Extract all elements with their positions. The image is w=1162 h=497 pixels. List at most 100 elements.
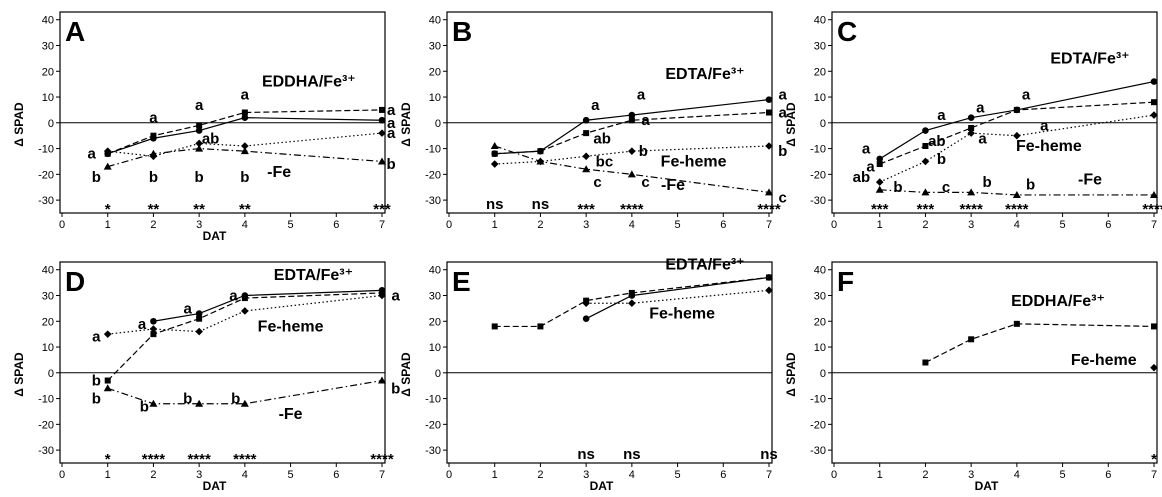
x-tick-label: 6 — [1105, 219, 1111, 231]
significance-marker: ns — [532, 196, 550, 213]
significance-marker: **** — [620, 201, 644, 218]
series-label: -Fe — [1078, 172, 1102, 189]
panel-b: -30 -20 -10 0 10 20 30 40 0 1 2 3 4 5 6 7 Δ SPAD B EDTA/Fe… — [399, 11, 788, 231]
panel-label: D — [65, 266, 85, 297]
series-1 — [491, 109, 772, 157]
panel-d: -30 -20 -10 0 10 20 30 40 0 1 2 3 4 5 6 7 DAT Δ SPAD D EDTA… — [12, 261, 401, 493]
significance-letter: ab — [928, 133, 946, 150]
data-point — [490, 160, 499, 168]
data-point — [628, 299, 636, 308]
x-tick-label: 0 — [59, 469, 65, 481]
x-tick-label: 6 — [333, 219, 339, 231]
data-point — [628, 117, 635, 124]
y-axis-label: Δ SPAD — [12, 102, 26, 147]
y-tick-label: 0 — [435, 368, 441, 380]
x-tick-label: 3 — [968, 469, 974, 481]
series-label: -Fe — [279, 406, 303, 423]
series-line — [925, 323, 1155, 364]
significance-marker: * — [1151, 451, 1157, 468]
significance-letter: b — [183, 391, 192, 408]
significance-letter: a — [1022, 86, 1031, 103]
data-point — [875, 178, 884, 186]
significance-marker: *** — [871, 201, 889, 218]
x-tick-label: 1 — [492, 469, 498, 481]
x-tick-label: 5 — [1060, 469, 1066, 481]
data-point — [765, 188, 773, 196]
data-point — [196, 122, 203, 129]
significance-letter: a — [637, 86, 646, 103]
series-line — [494, 99, 770, 155]
significance-marker: ns — [577, 446, 595, 463]
significance-letter: a — [1040, 117, 1049, 134]
data-point — [876, 155, 884, 163]
data-point — [150, 317, 157, 325]
x-tick-label: 2 — [150, 219, 156, 231]
series-3 — [490, 142, 773, 196]
y-tick-label: 30 — [814, 291, 826, 303]
y-tick-label: 10 — [814, 342, 826, 354]
data-point — [378, 116, 386, 124]
x-tick-label: 6 — [720, 219, 726, 231]
data-point — [765, 96, 773, 103]
significance-marker: **** — [757, 201, 781, 218]
data-point — [537, 148, 544, 155]
significance-letter: a — [978, 130, 987, 147]
significance-marker: *** — [917, 201, 935, 218]
data-point — [195, 310, 203, 317]
data-point — [103, 147, 112, 155]
significance-letter: a — [184, 300, 193, 317]
data-point — [149, 399, 158, 407]
y-axis-label: Δ SPAD — [399, 102, 413, 147]
series-label: EDTA/Fe³⁺ — [665, 66, 744, 83]
y-tick-label: 10 — [42, 342, 54, 354]
panel-label: C — [837, 16, 857, 47]
data-point — [1150, 363, 1158, 372]
x-axis-label: DAT — [590, 479, 614, 493]
significance-letter: a — [149, 110, 158, 127]
significance-letter: b — [92, 169, 101, 186]
series-line — [494, 276, 770, 328]
series-line — [586, 289, 770, 304]
y-tick-label: 40 — [814, 15, 826, 27]
series-label: EDTA/Fe³⁺ — [665, 257, 744, 274]
series-label: EDTA/Fe³⁺ — [1050, 51, 1129, 68]
x-axis-label: DAT — [975, 479, 999, 493]
data-point — [195, 144, 204, 152]
y-tick-label: 40 — [42, 15, 54, 27]
data-point — [536, 157, 545, 165]
significance-letter: a — [779, 86, 788, 103]
significance-marker: **** — [1142, 201, 1162, 218]
y-tick-label: 30 — [42, 291, 54, 303]
data-point — [537, 323, 544, 330]
y-tick-label: -30 — [425, 195, 441, 207]
x-tick-label: 1 — [105, 219, 111, 231]
data-point — [103, 162, 112, 170]
data-point — [765, 286, 773, 295]
x-axis-label: DAT — [203, 229, 227, 243]
y-tick-label: 0 — [48, 118, 54, 130]
significance-letter: a — [387, 102, 396, 119]
x-tick-label: 0 — [831, 469, 837, 481]
data-point — [241, 307, 249, 315]
data-point — [875, 185, 884, 193]
significance-marker: ** — [148, 201, 160, 218]
significance-letter: b — [231, 391, 240, 408]
data-point — [968, 124, 975, 131]
y-tick-label: 20 — [814, 316, 826, 328]
series-3 — [103, 144, 386, 170]
x-tick-label: 5 — [675, 469, 681, 481]
series-line — [494, 145, 770, 193]
data-point — [1012, 190, 1021, 198]
data-point — [195, 399, 204, 407]
x-tick-label: 5 — [288, 469, 294, 481]
panel-a: -30 -20 -10 0 10 20 30 40 0 1 2 3 4 5 6 7 DAT Δ SPAD A EDDH… — [12, 11, 396, 243]
data-point — [766, 109, 772, 116]
data-point — [491, 323, 498, 330]
data-point — [378, 376, 386, 384]
data-point — [1150, 111, 1158, 119]
x-tick-label: 0 — [446, 219, 452, 231]
significance-marker: **** — [370, 451, 394, 468]
series-label: Fe-heme — [258, 319, 324, 336]
significance-letter: b — [195, 169, 204, 186]
